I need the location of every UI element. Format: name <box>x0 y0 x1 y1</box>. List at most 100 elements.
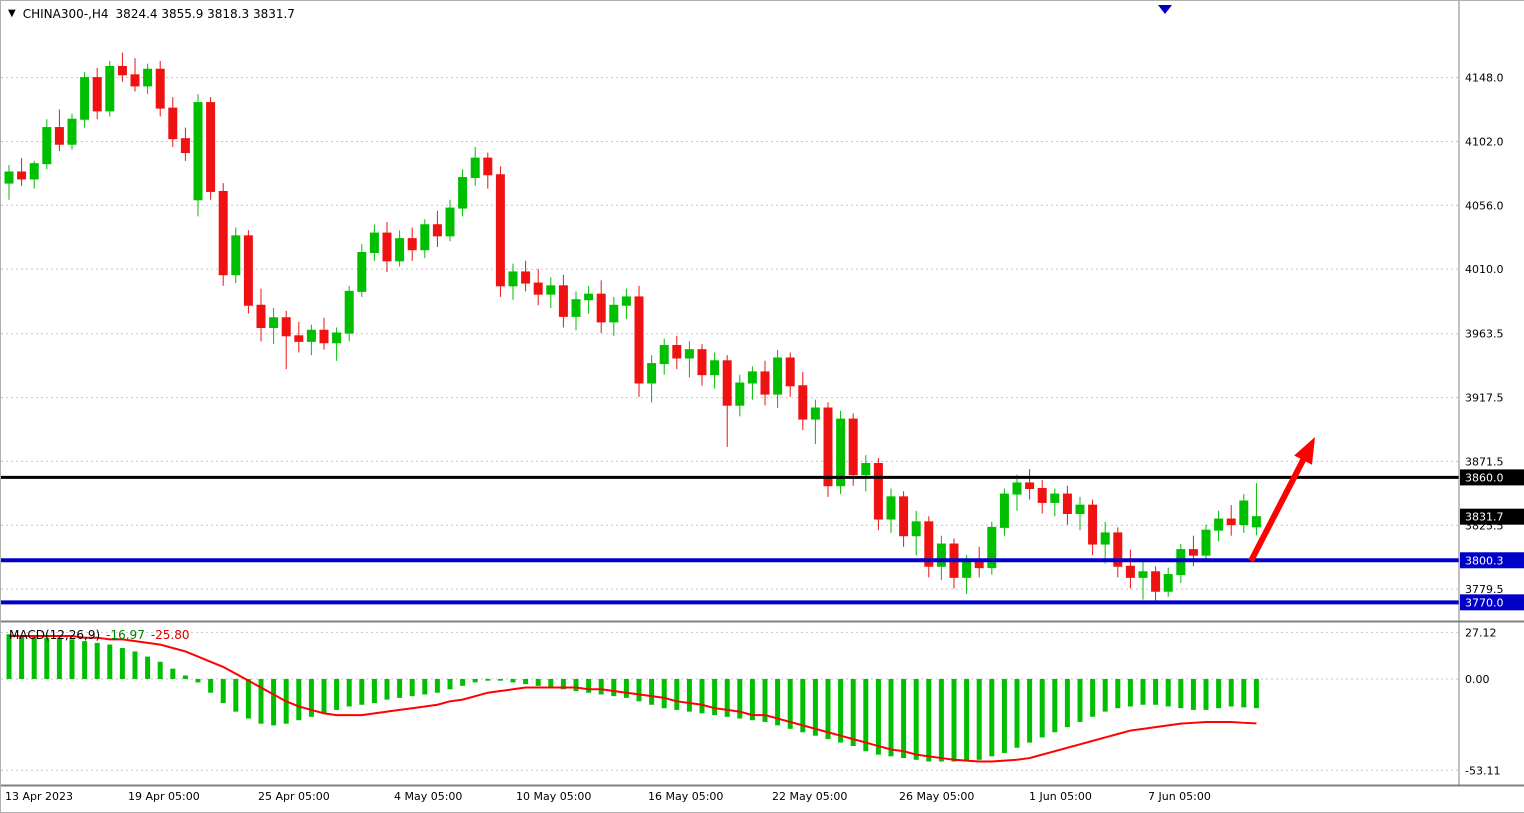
candle <box>1214 510 1224 542</box>
macd-histogram-bar <box>1153 678 1159 705</box>
time-label[interactable]: 25 Apr 05:00 <box>258 790 330 803</box>
macd-histogram-bar <box>1178 678 1184 709</box>
macd-histogram-bar <box>208 678 214 693</box>
macd-histogram-bar <box>913 678 919 760</box>
time-label[interactable]: 19 Apr 05:00 <box>128 790 200 803</box>
price-label-bg <box>1460 594 1524 611</box>
macd-histogram-bar <box>623 678 629 698</box>
candle <box>508 263 518 300</box>
candle <box>458 169 468 217</box>
candle-body-down <box>483 157 493 176</box>
candle <box>92 67 102 120</box>
candle <box>1176 544 1186 583</box>
candle-body-up <box>962 560 972 578</box>
candle-body-down <box>54 127 64 145</box>
macd-histogram-bar <box>699 678 705 714</box>
candle-body-up <box>647 363 657 384</box>
candle-body-down <box>382 232 392 262</box>
price-label-bg <box>1460 469 1524 486</box>
macd-histogram-bar <box>636 678 642 702</box>
candle-body-down <box>407 238 417 251</box>
candle <box>747 366 757 400</box>
candle <box>269 308 279 345</box>
candle-body-up <box>546 285 556 295</box>
time-label[interactable]: 16 May 05:00 <box>648 790 723 803</box>
candle <box>80 72 90 128</box>
macd-histogram-bar <box>334 678 340 710</box>
price-label-text: 3860.0 <box>1465 471 1504 484</box>
price-label-text: 3800.3 <box>1465 554 1504 567</box>
candle <box>1075 496 1085 531</box>
symbol-dropdown-icon[interactable]: ▼ <box>8 8 16 19</box>
trend-arrow-shaft[interactable] <box>1248 455 1308 563</box>
macd-histogram-bar <box>233 678 239 712</box>
macd-histogram-bar <box>548 678 554 688</box>
candle-body-down <box>319 329 329 344</box>
candle-body-up <box>999 493 1009 528</box>
time-label[interactable]: 26 May 05:00 <box>899 790 974 803</box>
candle <box>1088 499 1098 556</box>
candle <box>1226 505 1236 536</box>
macd-histogram-bar <box>19 635 25 679</box>
candle-body-up <box>773 357 783 395</box>
macd-histogram-bar <box>447 678 453 690</box>
candle-body-up <box>458 177 468 209</box>
candle <box>760 360 770 406</box>
macd-tick-label: -53.11 <box>1465 764 1500 777</box>
price-label-bg <box>1460 552 1524 569</box>
time-label[interactable]: 13 Apr 2023 <box>5 790 73 803</box>
macd-histogram-bar <box>1253 678 1259 709</box>
time-label[interactable]: 22 May 05:00 <box>772 790 847 803</box>
candle <box>647 355 657 403</box>
macd-histogram-bar <box>296 678 302 721</box>
candle-body-up <box>306 329 316 342</box>
macd-histogram-bar <box>1127 678 1133 707</box>
macd-histogram-bar <box>535 678 541 686</box>
macd-histogram-bar <box>31 635 37 679</box>
candle <box>67 113 77 150</box>
candle-body-down <box>521 271 531 284</box>
candle <box>798 371 808 431</box>
macd-histogram-bar <box>497 678 503 681</box>
macd-histogram-bar <box>850 678 856 747</box>
trend-arrow-head-icon[interactable] <box>1294 437 1315 465</box>
macd-histogram-bar <box>245 678 251 719</box>
macd-histogram-bar <box>1077 678 1083 722</box>
candle <box>899 491 909 547</box>
trend-arrow[interactable] <box>1248 437 1315 563</box>
candle-body-up <box>836 418 846 487</box>
macd-histogram-bar <box>1001 678 1007 753</box>
macd-histogram-bar <box>875 678 881 755</box>
macd-histogram-bar <box>838 678 844 743</box>
candle-body-down <box>218 190 228 276</box>
candle-body-down <box>1062 493 1072 514</box>
time-label[interactable]: 4 May 05:00 <box>394 790 462 803</box>
macd-histogram-bar <box>712 678 718 716</box>
macd-signal-value: -25.80 <box>150 628 190 642</box>
macd-name-label: MACD(12,26,9) <box>9 628 101 642</box>
candle <box>634 285 644 397</box>
candle <box>684 341 694 378</box>
candle-body-up <box>1100 532 1110 545</box>
macd-histogram-bar <box>1140 678 1146 705</box>
candle-body-down <box>823 407 833 487</box>
candle-body-down <box>848 418 858 476</box>
macd-histogram-bar <box>510 678 516 683</box>
macd-histogram-bar <box>434 678 440 693</box>
time-label[interactable]: 10 May 05:00 <box>516 790 591 803</box>
macd-histogram-bar <box>1115 678 1121 709</box>
candle <box>319 317 329 350</box>
candle-body-up <box>1138 571 1148 578</box>
macd-histogram-bar <box>1165 678 1171 707</box>
candle <box>117 52 127 82</box>
time-label[interactable]: 1 Jun 05:00 <box>1029 790 1092 803</box>
candle <box>558 274 568 328</box>
candle <box>369 224 379 261</box>
macd-histogram-bar <box>6 634 12 679</box>
candle-body-down <box>697 349 707 376</box>
macd-histogram-bar <box>119 648 125 679</box>
candle <box>785 352 795 397</box>
time-label[interactable]: 7 Jun 05:00 <box>1148 790 1211 803</box>
candle-body-down <box>785 357 795 387</box>
